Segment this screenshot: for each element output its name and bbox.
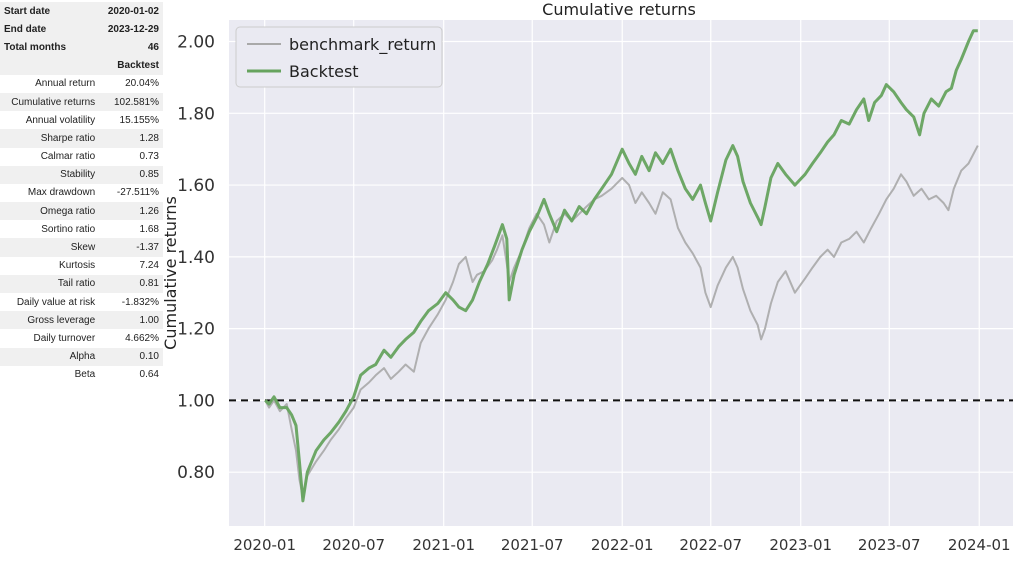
stats-row: Tail ratio 0.81 [0,274,163,293]
stat-value: -1.832% [121,296,159,308]
legend: benchmark_return Backtest [235,26,443,88]
stat-value: 7.24 [139,260,159,272]
y-tick-label: 1.40 [177,248,215,268]
stat-value: 1.00 [99,311,163,330]
x-tick-label: 2023-01 [769,536,832,554]
stat-label: End date [0,20,100,39]
stats-row: Sharpe ratio 1.28 [0,129,163,148]
benchmark-series-line [264,145,979,499]
y-tick-label: 1.20 [177,320,215,340]
stats-row: Daily turnover 4.662% [0,329,163,347]
x-tick-label: 2020-01 [233,536,296,554]
stat-value: Backtest [99,56,163,75]
stat-label: Start date [0,2,100,21]
stat-value: 4.662% [125,332,159,344]
stats-row: Omega ratio 1.26 [0,202,163,221]
stat-label: Skew [0,238,100,257]
stat-value: 2023-12-29 [99,20,163,39]
stat-label: Annual volatility [25,114,96,126]
x-tick-label: 2021-01 [412,536,475,554]
stat-value: -1.37 [99,238,163,257]
stat-label: Calmar ratio [40,151,96,163]
stat-value: 46 [99,38,163,57]
stat-label [0,56,100,75]
y-axis-label: Cumulative returns [161,196,180,350]
x-tick-label: 2024-01 [948,536,1011,554]
y-tick-label: 0.80 [177,463,215,483]
stat-label: Cumulative returns [0,92,100,112]
stats-row: Daily value at risk -1.832% [0,293,163,311]
stat-value: 0.10 [99,347,163,366]
legend-box [235,26,443,88]
stat-label: Sharpe ratio [0,129,100,148]
performance-stats-table: Start date 2020-01-02 End date 2023-12-29 To… [0,2,163,384]
x-tick-label: 2022-07 [679,536,742,554]
stats-row: Gross leverage 1.00 [0,311,163,330]
stats-row: Kurtosis 7.24 [0,257,163,275]
stats-row: Annual return 20.04% [0,75,163,93]
x-tick-label: 2021-07 [501,536,564,554]
stat-label: Kurtosis [59,260,96,272]
stat-label: Gross leverage [0,311,100,330]
stat-label: Daily value at risk [16,296,96,308]
stats-row: Skew -1.37 [0,238,163,257]
stats-header-row: Total months 46 [0,38,163,57]
tick-labels: 2020-01 2020-07 2021-01 2021-07 2022-01 2022-… [177,33,1010,554]
x-tick-label: 2023-07 [858,536,921,554]
stat-value: 102.581% [99,92,163,112]
y-tick-label: 2.00 [177,33,215,53]
stats-row: Sortino ratio 1.68 [0,220,163,238]
chart-title: Cumulative returns [542,0,696,19]
cumulative-returns-chart: 2020-01 2020-07 2021-01 2021-07 2022-01 2022-… [161,0,1013,554]
stats-row: Max drawdown -27.511% [0,184,163,202]
stats-column-header-row: Backtest [0,56,163,75]
y-tick-label: 1.00 [177,391,215,411]
stat-value: 0.85 [99,165,163,184]
backtest-series-line [264,29,978,503]
stat-label: Daily turnover [33,332,96,344]
stat-value: 2020-01-02 [99,2,163,21]
y-tick-label: 1.60 [177,176,215,196]
stat-value: 1.26 [99,202,163,221]
stats-header-row: End date 2023-12-29 [0,20,163,39]
stat-value: 1.28 [99,129,163,148]
stat-value: 0.81 [99,274,163,293]
stat-label: Omega ratio [0,202,100,221]
legend-entry-label: benchmark_return [289,35,436,55]
stats-header-row: Start date 2020-01-02 [0,2,163,21]
stat-label: Alpha [0,347,100,366]
plot-area [229,20,1013,526]
stat-value: 0.73 [139,151,159,163]
stats-row: Calmar ratio 0.73 [0,148,163,166]
stat-label: Stability [0,165,100,184]
x-tick-label: 2022-01 [591,536,654,554]
stat-value: 1.68 [139,223,159,235]
stats-row: Stability 0.85 [0,165,163,184]
stat-value: 0.64 [139,369,159,381]
stats-row: Beta 0.64 [0,366,163,384]
series-lines [264,29,979,503]
stat-label: Beta [74,369,96,381]
stats-row: Annual volatility 15.155% [0,111,163,129]
stat-value: -27.511% [116,187,159,199]
legend-entry-label: Backtest [289,62,359,81]
stat-label: Tail ratio [0,274,100,293]
stat-label: Total months [0,38,100,57]
stat-value: 20.04% [125,78,159,90]
stats-row: Alpha 0.10 [0,347,163,366]
stat-label: Sortino ratio [41,223,96,235]
stat-label: Max drawdown [27,187,96,199]
y-tick-label: 1.80 [177,104,215,124]
stat-label: Annual return [35,78,96,90]
stat-value: 15.155% [119,114,159,126]
stats-row: Cumulative returns 102.581% [0,92,163,112]
x-tick-label: 2020-07 [322,536,385,554]
